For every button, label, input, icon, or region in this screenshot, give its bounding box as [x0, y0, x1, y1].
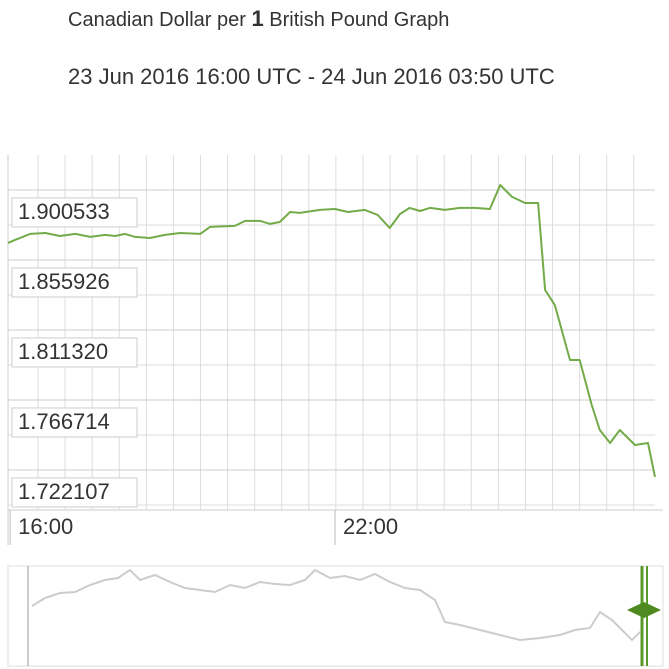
y-tick-box: [11, 337, 138, 368]
y-tick-label: 1.766714: [18, 409, 110, 434]
data-line: [7, 184, 656, 478]
y-tick-label: 1.855926: [18, 269, 110, 294]
chart-title: Canadian Dollar per 1 British Pound Grap…: [68, 6, 449, 32]
y-tick-box: [11, 477, 138, 508]
y-tick-label: 1.900533: [18, 199, 110, 224]
x-tick-label: 16:00: [18, 514, 73, 539]
title-text: Canadian Dollar per: [68, 9, 246, 31]
y-tick-box: [11, 267, 138, 298]
y-tick-label: 1.811320: [18, 339, 108, 364]
navigator: [7, 565, 664, 667]
navigator-frame: [7, 565, 664, 667]
title-text: British Pound Graph: [269, 9, 450, 31]
y-tick-box: [11, 197, 138, 228]
x-tick-label: 22:00: [343, 514, 398, 539]
navigator-grip: [627, 602, 661, 618]
y-tick-label: 1.722107: [18, 479, 110, 504]
navigator-line: [31, 568, 641, 642]
chart-subtitle: 23 Jun 2016 16:00 UTC - 24 Jun 2016 03:5…: [68, 64, 555, 89]
title-amount: 1: [251, 6, 264, 31]
y-tick-box: [11, 407, 138, 438]
